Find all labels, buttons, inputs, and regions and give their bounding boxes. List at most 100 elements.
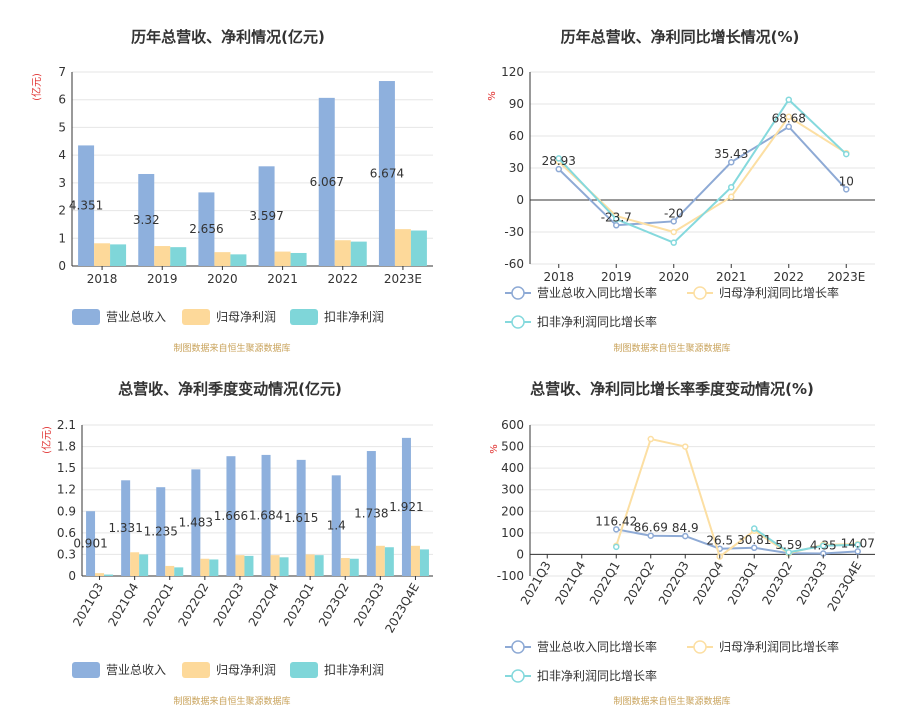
chart-0-y-tick: 4 bbox=[58, 148, 66, 162]
chart-2-point-1 bbox=[555, 165, 562, 173]
chart-2-y-tick: 0 bbox=[68, 569, 76, 583]
chart-3-bar-2 bbox=[235, 555, 245, 576]
chart-3-bar-1 bbox=[366, 451, 376, 576]
chart-3-bar-2 bbox=[165, 565, 175, 576]
chart-0-y-tick: 2 bbox=[58, 204, 66, 218]
chart-1-legend-swatch bbox=[182, 309, 210, 325]
chart-4-x-tick: 2021Q4 bbox=[552, 559, 588, 607]
chart-3-x-tick: 2023Q3 bbox=[351, 581, 387, 629]
chart-3-data-label: 1.483 bbox=[179, 516, 213, 530]
chart-3-bar-3 bbox=[209, 559, 219, 576]
chart-2-data-label: -20 bbox=[664, 206, 684, 220]
chart-4-legend-label: 营业总收入同比增长率 bbox=[537, 639, 657, 654]
chart-1-unit-label: % bbox=[487, 91, 498, 101]
chart-1-annual-revenue-profit: 0 1 2 3 4 5 6 7 (亿元) 4.351 3.32 2.656 3.597 6.067 6.67… bbox=[30, 65, 433, 325]
chart-3-bar-2 bbox=[200, 558, 210, 576]
chart-3-bar-1 bbox=[191, 469, 201, 576]
chart-3-data-label: 1.235 bbox=[144, 525, 178, 539]
chart-2-point-1 bbox=[670, 218, 677, 225]
chart-3-x-tick: 2021Q4 bbox=[105, 581, 141, 629]
chart-3-source: 制图数据来自恒生聚源数据库 bbox=[173, 695, 290, 707]
chart-1-legend-label: 扣非净利润 bbox=[324, 310, 384, 324]
chart-0-unit-label: (亿元) bbox=[30, 73, 43, 101]
chart-1-title: 历年总营收、净利情况(亿元) bbox=[131, 28, 325, 46]
chart-4-point-3 bbox=[751, 525, 758, 532]
chart-2-source: 制图数据来自恒生聚源数据库 bbox=[613, 342, 730, 354]
chart-4-data-label: 14.07 bbox=[841, 536, 875, 550]
chart-1-legend-label: 营业总收入 bbox=[106, 310, 166, 324]
chart-3-x-tick: 2023Q1 bbox=[281, 581, 317, 629]
chart-1-bar-3 bbox=[110, 244, 127, 266]
chart-1-bar-2 bbox=[154, 246, 171, 266]
chart-2-y-tick: 1.2 bbox=[57, 483, 76, 497]
chart-3-x-tick: 2022Q3 bbox=[211, 581, 247, 629]
chart-4-point-3 bbox=[820, 542, 827, 550]
chart-1-bar-1 bbox=[78, 145, 95, 266]
chart-1-data-label: 3.597 bbox=[249, 209, 283, 223]
chart-1-source: 制图数据来自恒生聚源数据库 bbox=[173, 342, 290, 354]
chart-4-x-tick: 2022Q3 bbox=[656, 559, 692, 607]
chart-1-bar-1 bbox=[198, 192, 215, 266]
chart-2-x-tick: 2022 bbox=[773, 270, 804, 284]
chart-4-data-label: 4.35 bbox=[810, 538, 837, 552]
chart-1-y-tick: 90 bbox=[509, 97, 524, 111]
chart-1-x-tick: 2019 bbox=[147, 272, 178, 286]
chart-3-bar-2 bbox=[130, 552, 140, 576]
chart-2-point-2 bbox=[670, 228, 677, 236]
chart-3-bar-3 bbox=[314, 555, 324, 576]
chart-3-bar-1 bbox=[86, 511, 96, 576]
chart-3-legend-swatch bbox=[290, 662, 318, 678]
chart-3-y-tick: 0 bbox=[516, 547, 524, 561]
chart-3-legend-label: 扣非净利润 bbox=[324, 663, 384, 677]
chart-2-series-line-3 bbox=[558, 98, 847, 244]
chart-2-y-tick: 2.1 bbox=[57, 418, 76, 432]
chart-2-data-label: 68.68 bbox=[772, 112, 806, 126]
chart-1-data-label: 3.32 bbox=[133, 213, 160, 227]
chart-3-bar-3 bbox=[279, 557, 289, 576]
chart-3-legend-label: 归母净利润 bbox=[216, 663, 276, 677]
chart-3-y-tick: 300 bbox=[501, 483, 524, 497]
chart-1-data-label: 4.351 bbox=[69, 199, 103, 213]
chart-4-data-label: 5.59 bbox=[775, 538, 802, 552]
chart-3-data-label: 0.901 bbox=[73, 537, 107, 551]
chart-4-source: 制图数据来自恒生聚源数据库 bbox=[613, 695, 730, 707]
chart-2-point-1 bbox=[728, 158, 735, 166]
chart-3-x-tick: 2023Q2 bbox=[316, 581, 352, 629]
chart-2-legend-label: 归母净利润同比增长率 bbox=[719, 285, 839, 300]
chart-2-legend-marker bbox=[511, 315, 525, 329]
chart-3-bar-1 bbox=[331, 475, 341, 576]
chart-3-legend-label: 营业总收入 bbox=[106, 663, 166, 677]
chart-3-x-tick: 2021Q3 bbox=[70, 581, 106, 629]
chart-3-data-label: 1.4 bbox=[327, 519, 346, 533]
chart-2-point-3 bbox=[785, 96, 792, 103]
chart-3-data-label: 1.921 bbox=[389, 500, 423, 514]
chart-0-y-tick: 0 bbox=[58, 259, 66, 273]
chart-2-y-tick: 0.6 bbox=[57, 526, 76, 540]
chart-3-bar-2 bbox=[270, 555, 280, 576]
chart-3-data-label: 1.666 bbox=[214, 509, 248, 523]
chart-3-bar-2 bbox=[95, 573, 105, 576]
chart-2-data-label: 35.43 bbox=[714, 147, 748, 161]
chart-3-bar-3 bbox=[139, 554, 149, 576]
chart-0-y-tick: 6 bbox=[58, 93, 66, 107]
chart-3-bar-3 bbox=[104, 574, 114, 576]
chart-3-bar-3 bbox=[244, 555, 254, 576]
chart-1-y-tick: -30 bbox=[504, 225, 524, 239]
chart-3-data-label: 1.615 bbox=[284, 511, 318, 525]
chart-2-unit-label: (亿元) bbox=[40, 426, 53, 454]
chart-0-y-tick: 1 bbox=[58, 231, 66, 245]
chart-1-y-tick: 60 bbox=[509, 129, 524, 143]
chart-2-data-label: 10 bbox=[839, 174, 854, 188]
chart-3-x-tick: 2023Q4E bbox=[382, 581, 422, 636]
chart-1-x-tick: 2021 bbox=[267, 272, 298, 286]
chart-1-data-label: 6.067 bbox=[310, 175, 344, 189]
chart-3-y-tick: 400 bbox=[501, 461, 524, 475]
chart-2-legend-label: 营业总收入同比增长率 bbox=[537, 285, 657, 300]
chart-0-y-tick: 3 bbox=[58, 176, 66, 190]
chart-2-point-3 bbox=[613, 215, 620, 223]
chart-3-y-tick: -100 bbox=[497, 569, 524, 583]
chart-2-data-label: -23.7 bbox=[601, 210, 632, 224]
chart-4-point-1 bbox=[854, 548, 861, 555]
chart-1-bar-2 bbox=[94, 243, 111, 266]
